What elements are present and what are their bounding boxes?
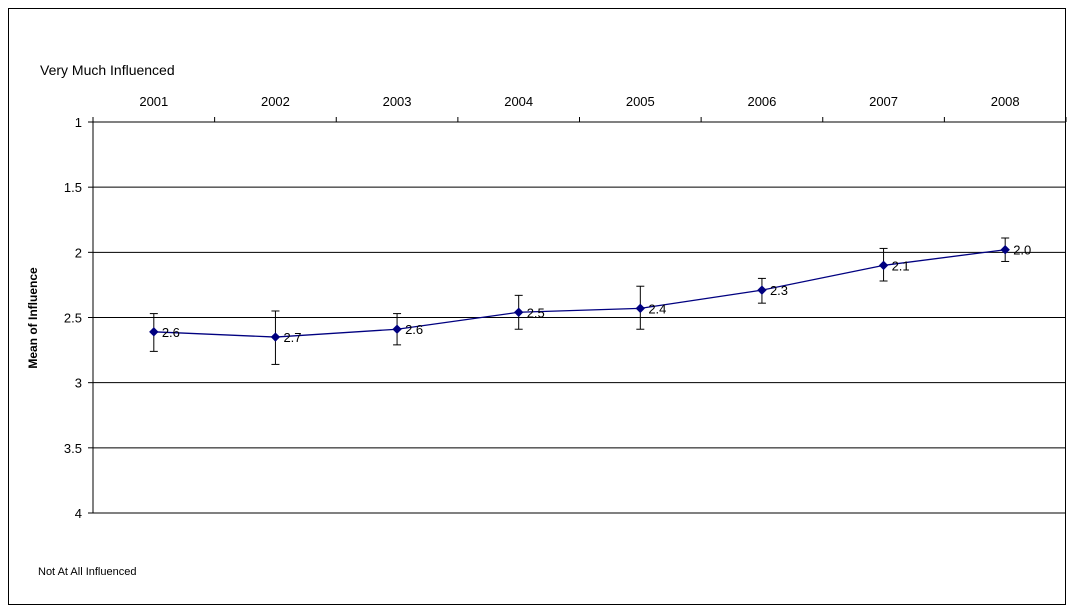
data-label: 2.7 — [283, 330, 301, 345]
data-label: 2.0 — [1013, 243, 1031, 258]
data-point — [392, 324, 402, 334]
x-tick-label: 2005 — [626, 94, 655, 109]
y-tick-label: 2.5 — [64, 311, 82, 326]
data-label: 2.5 — [527, 305, 545, 320]
x-tick-label: 2006 — [747, 94, 776, 109]
x-tick-label: 2008 — [991, 94, 1020, 109]
x-tick-label: 2007 — [869, 94, 898, 109]
data-label: 2.3 — [770, 283, 788, 298]
data-point — [635, 303, 646, 314]
data-point — [149, 327, 159, 337]
data-label: 2.6 — [405, 322, 423, 337]
bottom-label: Not At All Influenced — [38, 566, 136, 578]
data-label: 2.6 — [162, 325, 180, 340]
y-axis-label: Mean of Influence — [26, 267, 40, 369]
y-tick-label: 3.5 — [64, 441, 82, 456]
series-line — [153, 249, 1006, 338]
top-label: Very Much Influenced — [40, 62, 175, 78]
data-point — [270, 332, 281, 342]
y-tick-label: 3 — [75, 376, 82, 391]
data-label: 2.4 — [648, 301, 666, 316]
data-point — [878, 260, 889, 271]
x-tick-label: 2002 — [261, 94, 290, 109]
y-tick-label: 4 — [75, 506, 82, 521]
x-tick-label: 2004 — [504, 94, 533, 109]
data-label: 2.1 — [892, 258, 910, 273]
y-tick-label: 2 — [75, 245, 82, 260]
y-tick-label: 1.5 — [64, 180, 82, 195]
x-tick-label: 2003 — [383, 94, 412, 109]
data-point — [513, 307, 524, 317]
data-point — [1000, 245, 1010, 255]
y-tick-label: 1 — [75, 115, 82, 130]
data-point — [757, 285, 767, 295]
x-tick-label: 2001 — [139, 94, 168, 109]
chart-frame — [8, 8, 1066, 605]
